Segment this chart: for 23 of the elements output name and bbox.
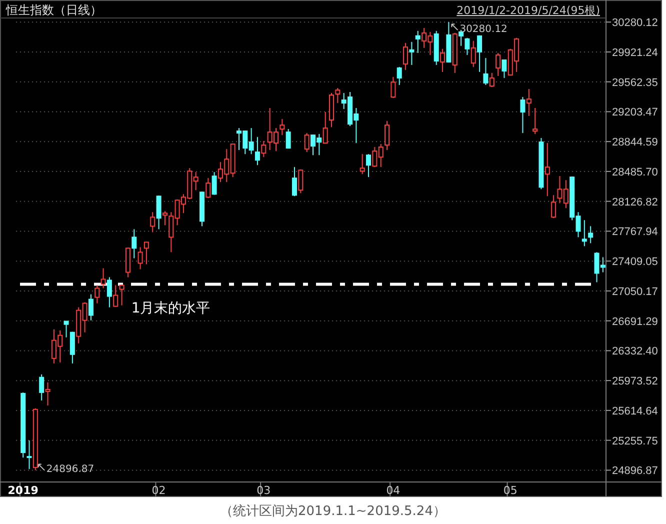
y-tick-label: 26332.40 (612, 346, 658, 358)
y-tick-label: 29203.47 (612, 106, 658, 119)
y-tick-label: 29562.35 (612, 76, 658, 89)
y-tick-label: 27767.94 (612, 226, 658, 238)
y-tick-label: 28844.59 (612, 136, 658, 149)
text: 2019/1/2-2019/5/24(95根) (456, 4, 600, 17)
y-tick-label: 24896.87 (612, 465, 658, 478)
y-tick-label: 29921.24 (612, 46, 658, 59)
y-tick-label: 25255.75 (612, 435, 658, 448)
annotation: 24896.87 (46, 464, 94, 476)
y-tick-label: 25973.52 (612, 376, 658, 388)
y-tick-label: 25614.64 (612, 405, 658, 418)
y-tick-label: 27409.05 (612, 256, 658, 268)
ref-line-label: 1月末的水平 (131, 300, 210, 316)
y-tick-label: 30280.12 (612, 17, 658, 30)
title: 恒生指数（日线） (6, 3, 102, 17)
y-tick-label: 27050.17 (612, 286, 658, 298)
text: （统计区间为2019.1.1~2019.5.24） (220, 504, 446, 519)
y-tick-label: 28126.82 (612, 196, 658, 208)
y-tick-label: 28485.70 (612, 166, 658, 178)
annotation: 30280.12 (460, 24, 508, 36)
y-tick-label: 26691.29 (612, 316, 658, 328)
x-tick-label: 2019 (8, 484, 38, 497)
